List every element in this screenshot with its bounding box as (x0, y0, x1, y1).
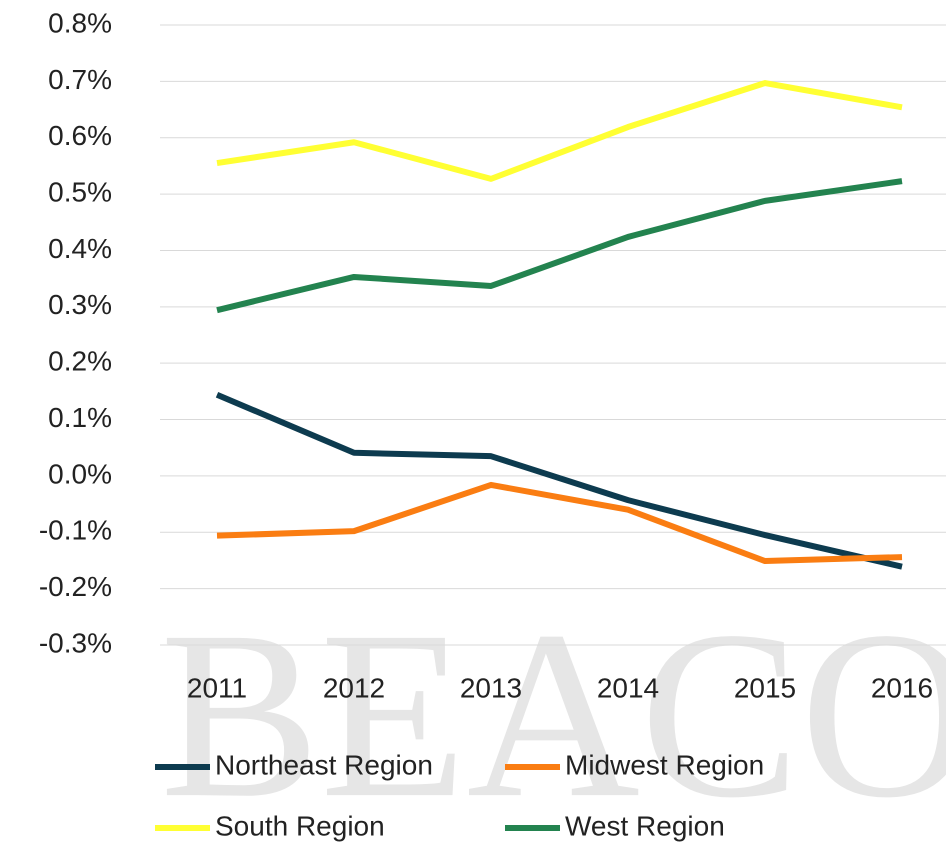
y-tick-label: 0.6% (48, 120, 112, 151)
y-tick-label: -0.2% (39, 571, 112, 602)
series-line (215, 391, 903, 570)
x-tick-label: 2016 (871, 672, 933, 703)
y-tick-label: 0.1% (48, 402, 112, 433)
watermark: BEACON (160, 581, 946, 844)
y-tick-label: -0.3% (39, 627, 112, 658)
y-tick-label: 0.0% (48, 458, 112, 489)
y-tick-label: 0.8% (48, 7, 112, 38)
y-tick-label: 0.2% (48, 346, 112, 377)
y-tick-label: 0.4% (48, 233, 112, 264)
x-tick-label: 2011 (187, 672, 247, 703)
series-line (216, 178, 903, 314)
y-tick-label: 0.3% (48, 289, 112, 320)
series-line (216, 80, 903, 182)
legend-label: South Region (215, 810, 385, 841)
y-tick-label: 0.7% (48, 64, 112, 95)
y-tick-label: 0.5% (48, 176, 112, 207)
legend-label: Midwest Region (565, 749, 764, 780)
x-tick-label: 2012 (323, 672, 385, 703)
legend-label: Northeast Region (215, 749, 433, 780)
y-tick-label: -0.1% (39, 515, 112, 546)
x-tick-label: 2014 (597, 672, 659, 703)
x-tick-label: 2015 (734, 672, 796, 703)
legend-label: West Region (565, 810, 725, 841)
series-line (216, 481, 903, 565)
x-tick-label: 2013 (460, 672, 522, 703)
